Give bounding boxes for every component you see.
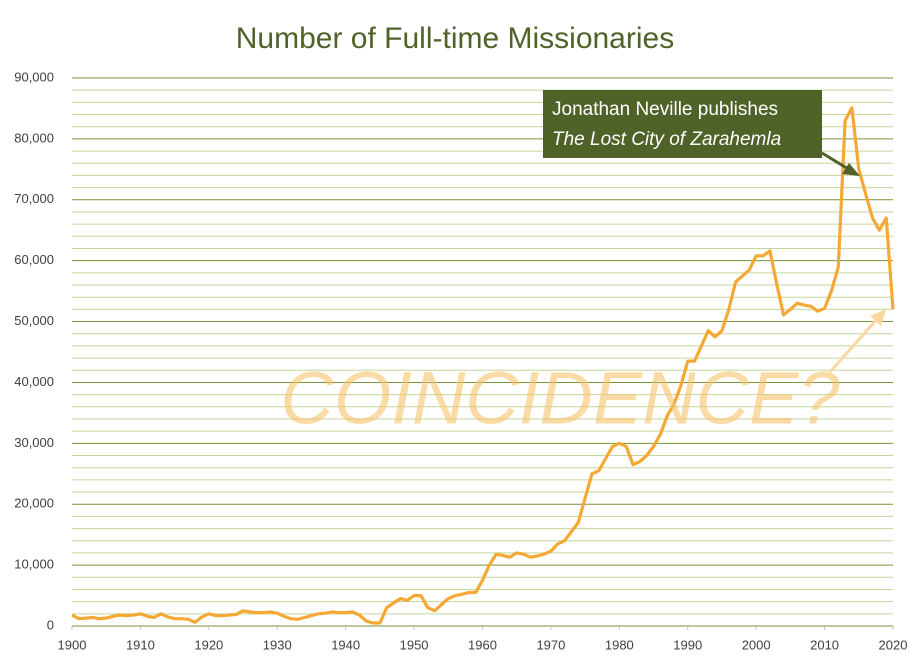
x-tick-label: 2010 xyxy=(810,637,839,652)
x-tick-label: 1930 xyxy=(263,637,292,652)
arrow-head xyxy=(870,309,886,326)
x-tick-label: 2020 xyxy=(879,637,908,652)
arrow-head xyxy=(842,163,860,176)
arrow xyxy=(821,151,851,172)
x-tick-label: 1990 xyxy=(673,637,702,652)
x-tick-label: 1910 xyxy=(126,637,155,652)
line xyxy=(71,106,895,625)
y-tick-label: 20,000 xyxy=(14,496,54,511)
annotation: The Lost City of Zarahemla xyxy=(552,129,781,150)
x-tick-label: 2000 xyxy=(742,637,771,652)
annotation: COINCIDENCE? xyxy=(280,357,839,440)
arrow xyxy=(828,317,880,373)
chart-title: Number of Full-time Missionaries xyxy=(236,22,674,55)
y-tick-label: 60,000 xyxy=(14,252,54,267)
x-tick-label: 1900 xyxy=(58,637,87,652)
grid xyxy=(71,77,894,630)
y-tick-label: 0 xyxy=(47,617,54,632)
y-tick-label: 50,000 xyxy=(14,313,54,328)
y-tick-label: 90,000 xyxy=(14,69,54,84)
x-tick-label: 1960 xyxy=(468,637,497,652)
x-tick-label: 1920 xyxy=(194,637,223,652)
y-tick-label: 10,000 xyxy=(14,557,54,572)
y-tick-label: 40,000 xyxy=(14,374,54,389)
x-tick-label: 1980 xyxy=(605,637,634,652)
y-tick-label: 70,000 xyxy=(14,191,54,206)
y-tick-label: 30,000 xyxy=(14,435,54,450)
annotation-box xyxy=(543,90,822,158)
x-tick-label: 1970 xyxy=(536,637,565,652)
x-tick-label: 1950 xyxy=(400,637,429,652)
x-tick-label: 1940 xyxy=(331,637,360,652)
y-tick-label: 80,000 xyxy=(14,130,54,145)
annotation: Jonathan Neville publishes xyxy=(552,99,778,120)
plot xyxy=(71,106,895,625)
